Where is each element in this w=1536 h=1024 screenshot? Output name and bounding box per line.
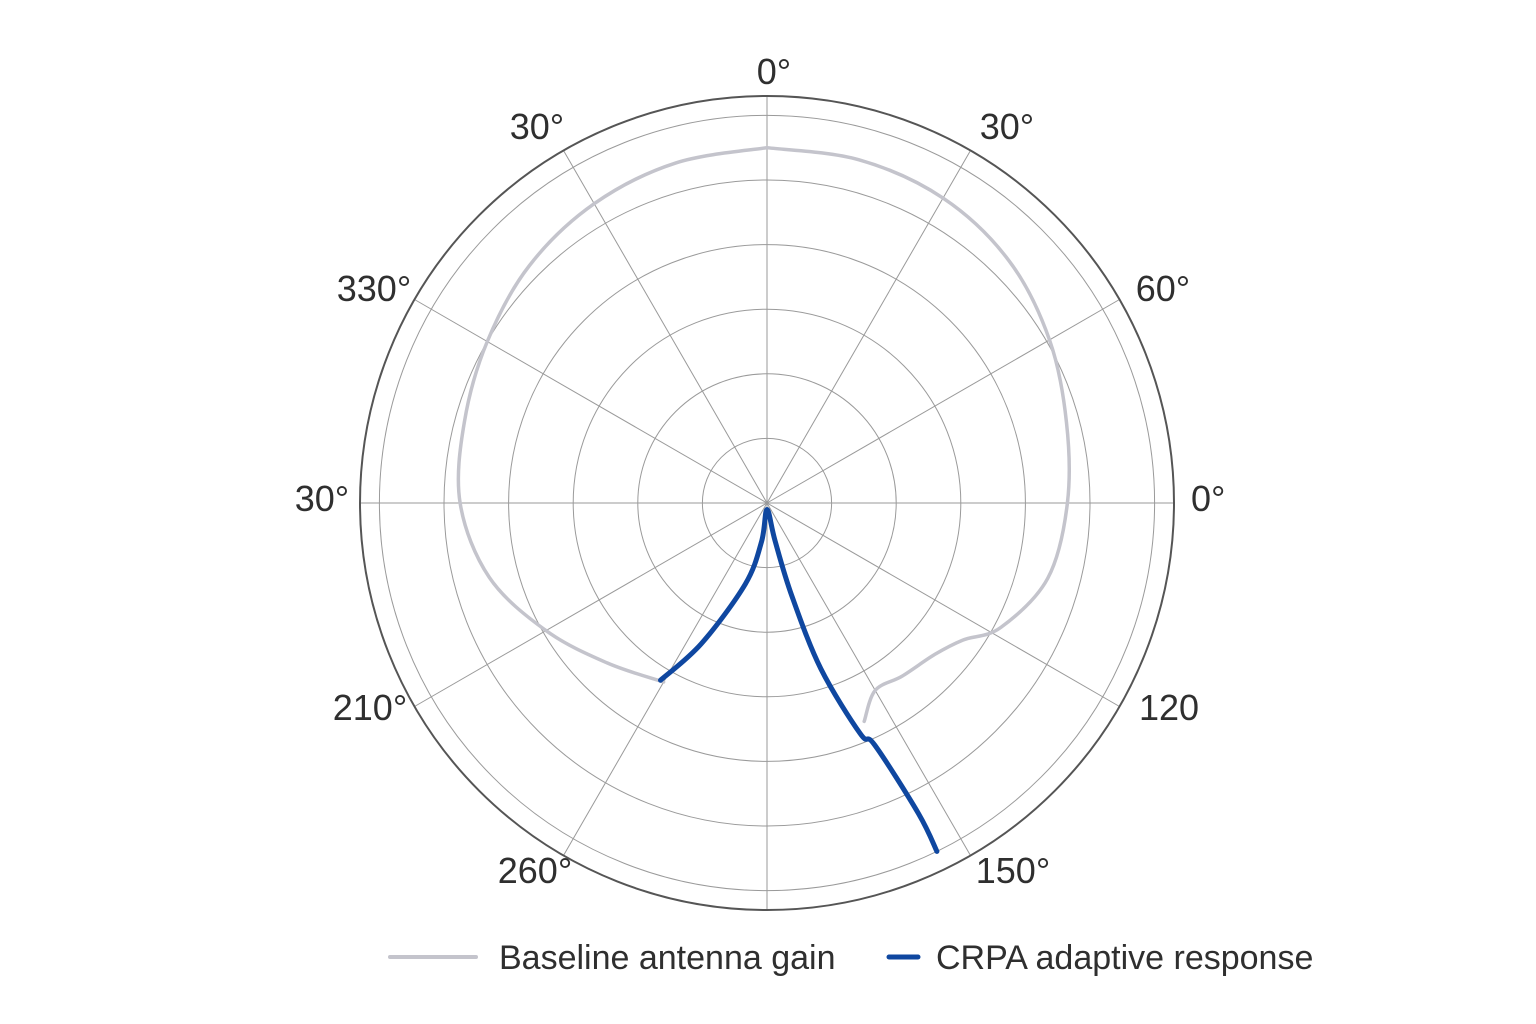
angle-tick-label: 210° — [333, 687, 407, 728]
spoke-240 — [414, 502, 768, 707]
outer-ring — [359, 95, 1175, 911]
polar-grid — [359, 95, 1175, 911]
angle-tick-label: 0° — [757, 51, 791, 92]
legend-label-crpa: CRPA adaptive response — [936, 939, 1313, 977]
radial-ring-1 — [701, 437, 833, 569]
spoke-60 — [766, 299, 1120, 504]
spoke-330 — [563, 150, 768, 504]
spoke-30 — [766, 150, 971, 504]
angle-tick-label: 30° — [295, 478, 349, 519]
angle-tick-labels: 0° 30° 60° 0° 120 150° 260° 210° 30° 330° 30° — [295, 51, 1226, 891]
radial-ring-2 — [637, 373, 897, 633]
crpa-response-line-2 — [658, 506, 940, 854]
baseline-gain-line-1 — [456, 145, 769, 684]
series-lines — [456, 145, 1072, 854]
radial-ring-3 — [572, 308, 962, 698]
radial-ring-4 — [508, 244, 1026, 762]
baseline-gain-line-0 — [765, 145, 1072, 724]
legend: Baseline antenna gain CRPA adaptive resp… — [388, 939, 1313, 977]
angle-tick-label: 60° — [1136, 268, 1190, 309]
radial-ring-5 — [443, 179, 1091, 827]
angle-tick-label: 260° — [498, 850, 572, 891]
legend-label-baseline: Baseline antenna gain — [499, 939, 836, 977]
angle-tick-label: 0° — [1191, 478, 1225, 519]
spoke-150 — [766, 502, 971, 856]
angle-tick-label: 30° — [980, 106, 1034, 147]
angle-tick-label: 150° — [976, 850, 1050, 891]
spoke-300 — [414, 299, 768, 504]
angle-tick-label: 330° — [337, 268, 411, 309]
angle-tick-label: 120 — [1139, 687, 1199, 728]
spoke-120 — [766, 502, 1120, 707]
angle-tick-label: 30° — [510, 106, 564, 147]
radial-ring-6 — [378, 114, 1156, 892]
